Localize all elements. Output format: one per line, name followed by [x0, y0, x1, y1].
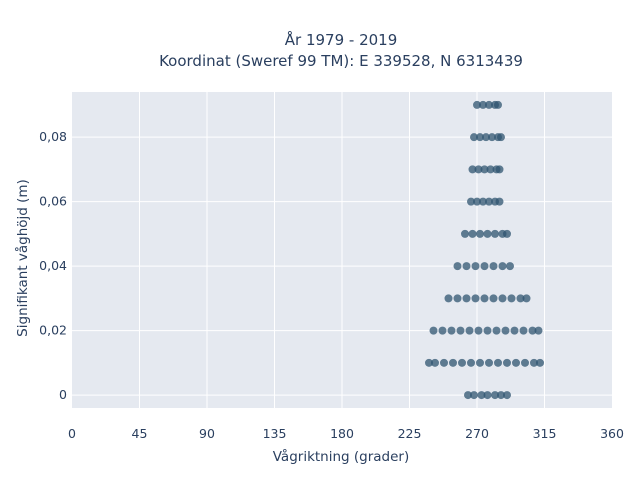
data-point: [479, 197, 487, 206]
data-point: [530, 358, 538, 367]
data-point: [485, 197, 493, 206]
data-point: [516, 294, 525, 303]
data-point: [480, 165, 489, 174]
data-point: [470, 391, 478, 400]
data-point: [479, 100, 487, 109]
data-point: [510, 326, 519, 335]
x-tick-label: 45: [132, 426, 148, 441]
data-point: [464, 391, 472, 400]
data-point: [474, 326, 483, 335]
data-point: [488, 133, 496, 142]
data-point: [453, 294, 462, 303]
data-point: [440, 358, 448, 367]
data-point: [467, 358, 475, 367]
y-tick-label: 0,06: [39, 194, 67, 209]
data-point: [474, 165, 483, 174]
data-point: [483, 391, 492, 400]
data-point: [470, 133, 478, 142]
data-point: [485, 100, 493, 109]
data-point: [476, 358, 484, 367]
data-point: [522, 294, 531, 303]
data-point: [429, 326, 438, 335]
data-point: [471, 294, 480, 303]
chart-title-line2: Koordinat (Sweref 99 TM): E 339528, N 63…: [159, 52, 523, 70]
data-point: [476, 229, 484, 238]
data-point: [536, 358, 544, 367]
data-point: [444, 294, 453, 303]
data-point: [468, 229, 477, 238]
data-point: [501, 326, 510, 335]
data-point: [483, 326, 492, 335]
data-point: [462, 262, 471, 271]
data-point: [534, 326, 543, 335]
data-point: [480, 294, 489, 303]
data-point: [471, 262, 480, 271]
data-point: [489, 262, 498, 271]
y-tick-label: 0,02: [39, 323, 67, 338]
data-point: [494, 358, 502, 367]
data-point: [485, 358, 493, 367]
data-point: [507, 294, 516, 303]
data-point: [503, 358, 511, 367]
data-point: [491, 229, 499, 238]
y-axis-ticks: 0 0,02 0,04 0,06 0,08: [39, 129, 67, 402]
x-tick-label: 135: [263, 426, 287, 441]
x-tick-label: 315: [533, 426, 557, 441]
data-point: [482, 133, 490, 142]
data-point: [438, 326, 447, 335]
data-point: [447, 326, 456, 335]
data-point: [473, 100, 481, 109]
data-point: [453, 262, 462, 271]
data-point: [425, 358, 433, 367]
data-point: [521, 358, 529, 367]
x-tick-label: 180: [330, 426, 354, 441]
y-axis-label: Signifikant våghöjd (m): [14, 179, 31, 337]
data-point: [528, 326, 537, 335]
gridlines: [72, 92, 612, 408]
data-point: [491, 391, 499, 400]
chart-title-line1: År 1979 - 2019: [285, 30, 398, 49]
data-point: [456, 326, 465, 335]
data-point: [519, 326, 528, 335]
data-point: [503, 391, 511, 400]
y-tick-label: 0,04: [39, 258, 67, 273]
data-point: [494, 100, 502, 109]
data-point: [497, 133, 505, 142]
data-point: [477, 391, 486, 400]
data-point: [449, 358, 457, 367]
data-point: [476, 133, 484, 142]
x-axis-ticks: 0 45 90 135 180 225 270 315 360: [68, 426, 624, 441]
data-point: [465, 326, 474, 335]
data-point: [503, 229, 511, 238]
data-point: [498, 262, 507, 271]
data-point: [492, 326, 501, 335]
data-point: [495, 197, 504, 206]
x-tick-label: 90: [199, 426, 215, 441]
data-point: [431, 358, 439, 367]
data-points: [425, 100, 544, 400]
data-point: [486, 165, 495, 174]
data-point: [495, 165, 504, 174]
data-point: [483, 229, 492, 238]
y-tick-label: 0: [59, 387, 67, 402]
data-point: [461, 229, 469, 238]
data-point: [462, 294, 471, 303]
data-point: [512, 358, 520, 367]
data-point: [468, 165, 477, 174]
data-point: [473, 197, 481, 206]
x-tick-label: 270: [465, 426, 489, 441]
x-axis-label: Vågriktning (grader): [273, 448, 410, 465]
data-point: [506, 262, 514, 271]
data-point: [497, 391, 505, 400]
data-point: [498, 294, 507, 303]
data-point: [489, 294, 498, 303]
data-point: [458, 358, 466, 367]
x-tick-label: 0: [68, 426, 76, 441]
x-tick-label: 360: [600, 426, 624, 441]
data-point: [467, 197, 475, 206]
x-tick-label: 225: [398, 426, 422, 441]
y-tick-label: 0,08: [39, 129, 67, 144]
data-point: [480, 262, 489, 271]
